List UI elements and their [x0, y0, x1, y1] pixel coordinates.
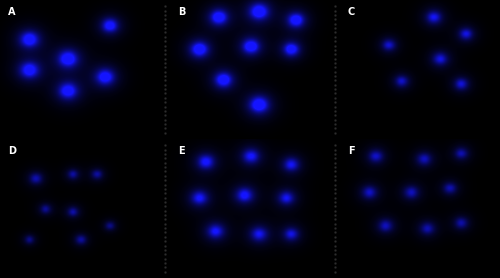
Text: A: A	[8, 7, 16, 17]
Text: E: E	[178, 146, 184, 156]
Text: C: C	[348, 7, 355, 17]
Text: D: D	[8, 146, 16, 156]
Text: F: F	[348, 146, 354, 156]
Text: B: B	[178, 7, 186, 17]
